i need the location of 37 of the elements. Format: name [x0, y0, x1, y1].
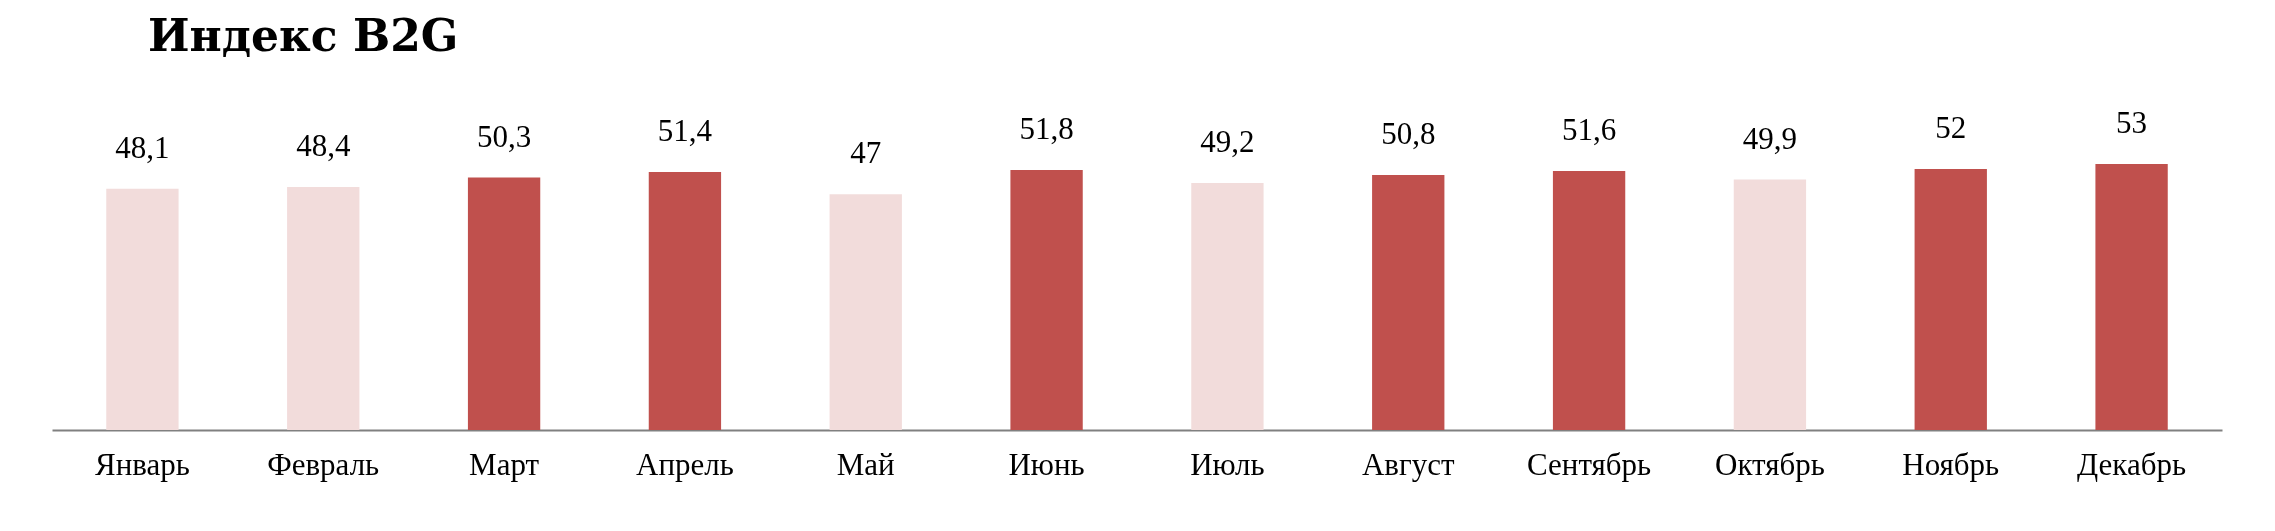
x-tick-label: Сентябрь	[1526, 446, 1652, 482]
bar	[1010, 170, 1083, 430]
data-label: 51,4	[657, 113, 713, 149]
chart-title: Индекс B2G	[148, 10, 459, 62]
x-tick-label: Февраль	[267, 446, 380, 482]
bar	[1372, 175, 1445, 430]
data-label: 49,2	[1200, 124, 1255, 160]
bar	[829, 194, 902, 430]
x-tick-label: Декабрь	[2077, 446, 2187, 482]
bar	[287, 187, 360, 430]
x-tick-label: Июнь	[1008, 446, 1085, 482]
data-label: 52	[1935, 110, 1967, 146]
x-tick-label: Май	[836, 446, 895, 482]
bar	[467, 177, 541, 430]
bar	[1914, 169, 1987, 430]
bar	[2095, 164, 2168, 430]
data-label: 48,4	[296, 128, 351, 164]
data-label: 51,8	[1019, 111, 1074, 147]
bar	[1733, 179, 1807, 430]
x-tick-label: Март	[469, 446, 540, 482]
bar	[1191, 183, 1264, 430]
data-label: 47	[850, 135, 882, 171]
data-label: 50,3	[476, 118, 532, 154]
data-label: 53	[2116, 105, 2148, 141]
data-label: 48,1	[115, 129, 170, 165]
x-tick-label: Апрель	[635, 446, 734, 482]
x-tick-label: Январь	[94, 446, 190, 482]
data-label: 51,6	[1561, 112, 1617, 148]
bar	[648, 172, 722, 430]
x-tick-label: Ноябрь	[1902, 446, 2000, 482]
x-tick-label: Август	[1361, 446, 1455, 482]
bar	[1552, 171, 1626, 430]
bar	[106, 188, 179, 430]
data-label: 50,8	[1381, 116, 1436, 152]
data-label: 49,9	[1742, 120, 1798, 156]
x-tick-label: Июль	[1190, 446, 1265, 482]
x-tick-label: Октябрь	[1714, 446, 1825, 482]
